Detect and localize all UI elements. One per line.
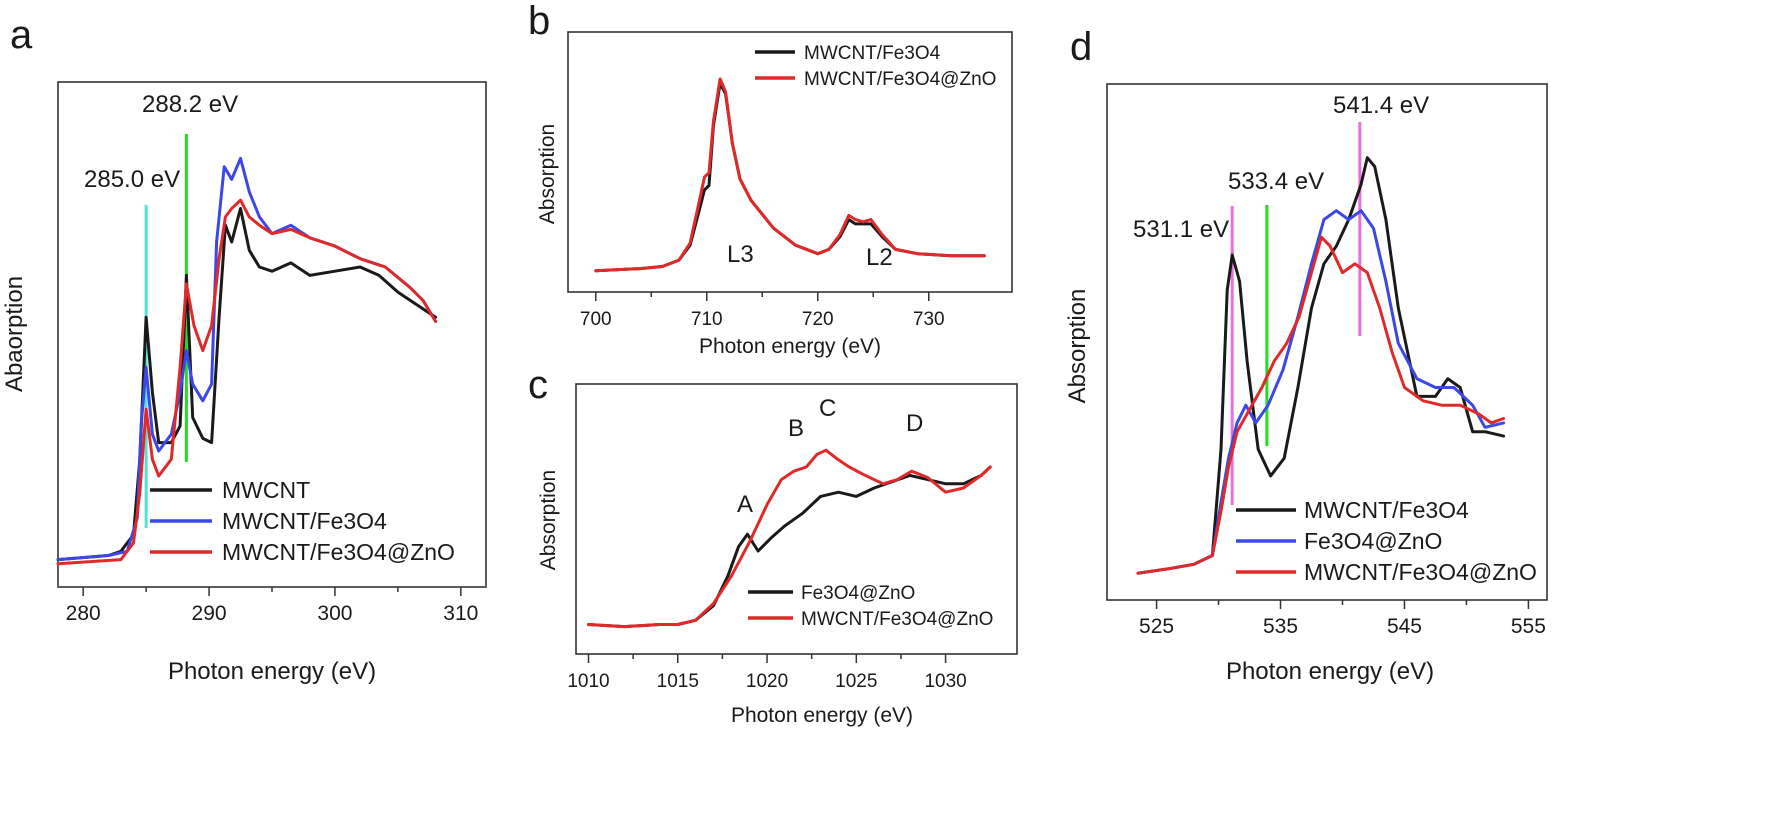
x-tick-label-d-3: 555 xyxy=(1511,615,1546,638)
series-line-c-1 xyxy=(587,448,992,629)
panel-letter-d: d xyxy=(1070,25,1092,69)
y-axis-label-a: Abaorption xyxy=(1,276,28,392)
y-axis-label-c: Absorption xyxy=(537,470,560,570)
annotation-label-b-0: L3 xyxy=(727,241,754,268)
x-tick-label-a-2: 300 xyxy=(317,602,352,625)
annotation-label-c-3: D xyxy=(906,410,923,437)
plot-frame-d xyxy=(1106,83,1548,601)
annotation-label-d-0: 531.1 eV xyxy=(1133,216,1229,243)
x-tick-label-d-1: 535 xyxy=(1263,615,1298,638)
series-line-b-1 xyxy=(594,77,986,273)
x-tick-label-b-3: 730 xyxy=(913,309,945,330)
x-tick-label-a-3: 310 xyxy=(443,602,478,625)
legend-label-b-0: MWCNT/Fe3O4 xyxy=(804,43,941,64)
panel-letter-c: c xyxy=(528,363,548,407)
x-ticks-d: 525 535 545 555 xyxy=(1139,600,1546,638)
legend-d: MWCNT/Fe3O4 Fe3O4@ZnO MWCNT/Fe3O4@ZnO xyxy=(1236,497,1537,585)
chart-c: 1010 1015 1020 1025 1030 Photon energy (eV) … xyxy=(537,383,1018,727)
x-tick-label-b-1: 710 xyxy=(691,309,723,330)
x-tick-label-b-0: 700 xyxy=(580,309,612,330)
series-group-b xyxy=(594,77,986,273)
legend-a: MWCNT MWCNT/Fe3O4 MWCNT/Fe3O4@ZnO xyxy=(150,477,455,565)
legend-b: MWCNT/Fe3O4 MWCNT/Fe3O4@ZnO xyxy=(755,43,996,90)
chart-d: 525 535 545 555 531.1 eV 533.4 eV 541.4 eV … xyxy=(1064,83,1548,685)
y-axis-label-d: Absorption xyxy=(1064,289,1091,404)
annotation-label-c-0: A xyxy=(737,491,753,518)
series-line-d-0 xyxy=(1136,156,1506,575)
legend-label-a-0: MWCNT xyxy=(222,477,310,503)
annotation-label-a-0: 285.0 eV xyxy=(84,166,180,193)
legend-c: Fe3O4@ZnO MWCNT/Fe3O4@ZnO xyxy=(748,583,993,630)
x-axis-label-b: Photon energy (eV) xyxy=(699,335,881,358)
annotation-label-d-1: 533.4 eV xyxy=(1228,168,1324,195)
annotation-label-d-2: 541.4 eV xyxy=(1333,92,1429,119)
series-line-a-0 xyxy=(56,207,438,562)
legend-label-b-1: MWCNT/Fe3O4@ZnO xyxy=(804,69,996,90)
legend-label-d-1: Fe3O4@ZnO xyxy=(1304,528,1442,554)
annotation-label-b-1: L2 xyxy=(866,244,893,271)
x-tick-label-a-0: 280 xyxy=(66,602,101,625)
series-group-a xyxy=(56,156,438,566)
x-tick-label-d-2: 545 xyxy=(1387,615,1422,638)
x-axis-label-a: Photon energy (eV) xyxy=(168,658,376,685)
x-tick-label-c-4: 1030 xyxy=(924,671,966,692)
y-axis-label-b: Absorption xyxy=(536,124,559,224)
series-line-d-2 xyxy=(1136,235,1506,575)
x-axis-label-d: Photon energy (eV) xyxy=(1226,658,1434,685)
x-tick-label-c-0: 1010 xyxy=(567,671,609,692)
annotation-label-a-1: 288.2 eV xyxy=(142,91,238,118)
panel-letter-a: a xyxy=(10,13,33,57)
plot-frame-b xyxy=(567,31,1013,293)
annotation-label-c-2: C xyxy=(819,395,836,422)
legend-label-d-0: MWCNT/Fe3O4 xyxy=(1304,497,1469,523)
x-tick-label-d-0: 525 xyxy=(1139,615,1174,638)
legend-label-a-2: MWCNT/Fe3O4@ZnO xyxy=(222,539,455,565)
x-tick-label-a-1: 290 xyxy=(192,602,227,625)
x-tick-label-c-1: 1015 xyxy=(657,671,699,692)
panel-letter-b: b xyxy=(528,0,550,43)
legend-label-c-1: MWCNT/Fe3O4@ZnO xyxy=(801,609,993,630)
x-ticks-a: 280 290 300 310 xyxy=(66,587,478,625)
legend-label-c-0: Fe3O4@ZnO xyxy=(801,583,915,604)
plot-frame-c xyxy=(575,383,1018,655)
legend-label-a-1: MWCNT/Fe3O4 xyxy=(222,508,387,534)
x-tick-label-b-2: 720 xyxy=(802,309,834,330)
chart-a: 280 290 300 310 285.0 eV 288.2 eV Photon en… xyxy=(1,81,487,685)
x-axis-label-c: Photon energy (eV) xyxy=(731,704,913,727)
chart-b: 700 710 720 730 Photon energy (eV) Absorpti… xyxy=(536,31,1013,358)
x-ticks-b: 700 710 720 730 xyxy=(580,292,945,330)
x-ticks-c: 1010 1015 1020 1025 1030 xyxy=(567,654,967,692)
annotation-lines-a xyxy=(144,134,188,528)
series-line-a-2 xyxy=(56,198,438,566)
series-group-d xyxy=(1136,156,1506,575)
x-tick-label-c-3: 1025 xyxy=(835,671,877,692)
series-line-c-0 xyxy=(587,465,992,629)
annotation-label-c-1: B xyxy=(788,415,804,442)
x-tick-label-c-2: 1020 xyxy=(746,671,788,692)
legend-label-d-2: MWCNT/Fe3O4@ZnO xyxy=(1304,559,1537,585)
series-group-c xyxy=(587,448,992,629)
